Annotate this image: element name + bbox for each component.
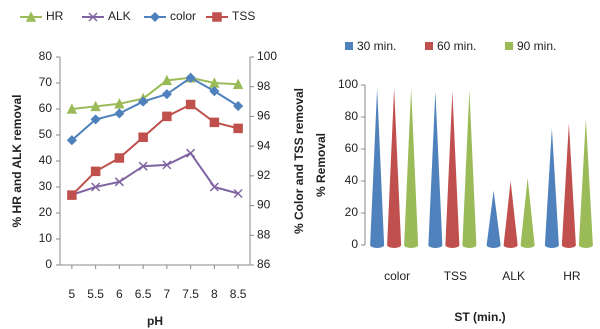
x-tick-label: ALK — [502, 269, 525, 283]
marker — [66, 135, 77, 146]
cone — [544, 128, 559, 249]
x-tick-label: 8 — [211, 287, 218, 301]
marker — [114, 177, 124, 187]
y-tick-label: 40 — [345, 173, 359, 187]
cone — [428, 91, 443, 249]
marker — [88, 12, 98, 22]
cone — [503, 181, 518, 249]
y2-tick-label: 98 — [257, 79, 271, 93]
x-tick-label: HR — [563, 269, 581, 283]
marker — [149, 11, 161, 23]
series-line — [71, 76, 239, 110]
y-tick-label: 0 — [45, 257, 52, 271]
y2-tick-label: 86 — [257, 257, 271, 271]
cone — [462, 89, 477, 249]
x-tick-label: TSS — [444, 269, 467, 283]
marker — [90, 114, 101, 125]
cone — [387, 88, 402, 249]
cone — [370, 88, 385, 249]
y-tick-label: 20 — [345, 205, 359, 219]
x-axis-label: pH — [147, 314, 163, 328]
legend-label: TSS — [232, 9, 255, 23]
marker — [91, 182, 101, 192]
y-tick-label: 80 — [39, 49, 53, 63]
y-axis-label: % Removal — [314, 133, 328, 197]
y2-axis-label: % Color and TSS removal — [292, 88, 306, 234]
cone — [404, 88, 419, 249]
x-tick-label: 5 — [69, 287, 76, 301]
marker — [114, 153, 125, 163]
y-axis-label: % HR and ALK removal — [10, 95, 24, 228]
y-tick-label: 70 — [39, 75, 53, 89]
legend-label: HR — [46, 9, 64, 23]
x-tick-label: 5.5 — [87, 287, 104, 301]
y2-tick-label: 96 — [257, 109, 271, 123]
y2-tick-label: 90 — [257, 198, 271, 212]
y-tick-label: 60 — [345, 141, 359, 155]
marker — [233, 188, 243, 199]
x-tick-label: 6 — [116, 287, 123, 301]
marker — [66, 103, 78, 114]
marker — [186, 148, 196, 158]
marker — [209, 77, 220, 88]
marker — [25, 11, 37, 22]
cone — [445, 91, 460, 248]
y-tick-label: 40 — [39, 153, 53, 167]
marker — [67, 190, 77, 200]
x-tick-label: 7 — [164, 287, 171, 301]
legend-label: color — [170, 9, 196, 23]
y2-tick-label: 88 — [257, 227, 271, 241]
x-tick-label: 6.5 — [135, 287, 152, 301]
x-tick-label: color — [384, 269, 410, 283]
cone — [520, 177, 535, 249]
marker — [90, 166, 101, 177]
y-tick-label: 20 — [39, 205, 53, 219]
marker — [185, 72, 196, 83]
y2-tick-label: 100 — [257, 49, 277, 63]
legend-swatch — [505, 42, 513, 50]
marker — [162, 111, 172, 122]
marker — [209, 117, 220, 128]
marker — [209, 86, 220, 97]
y-tick-label: 60 — [39, 101, 53, 115]
x-axis-label: ST (min.) — [454, 310, 505, 324]
marker — [90, 100, 101, 112]
marker — [161, 89, 172, 100]
marker — [138, 132, 148, 142]
marker — [233, 100, 244, 112]
y-tick-label: 30 — [39, 179, 53, 193]
series-line — [71, 151, 239, 196]
cone — [486, 190, 501, 249]
marker — [114, 108, 125, 119]
marker — [233, 123, 243, 134]
y2-tick-label: 94 — [257, 138, 271, 152]
y2-tick-label: 92 — [257, 168, 271, 182]
legend-label: 60 min. — [437, 39, 476, 53]
marker — [162, 160, 172, 170]
x-tick-label: 7.5 — [182, 287, 199, 301]
y-tick-label: 50 — [39, 127, 53, 141]
legend-label: 30 min. — [357, 39, 396, 53]
y-tick-label: 100 — [338, 77, 358, 91]
cone — [561, 123, 576, 249]
legend-label: 90 min. — [517, 39, 556, 53]
legend-swatch — [345, 42, 353, 50]
marker — [138, 96, 149, 107]
marker — [114, 98, 125, 109]
legend-label: ALK — [108, 9, 131, 23]
marker — [138, 161, 148, 171]
legend-swatch — [425, 42, 433, 50]
cone — [578, 118, 593, 249]
marker — [212, 12, 222, 22]
marker — [161, 74, 173, 86]
y-tick-label: 10 — [39, 231, 53, 245]
marker — [209, 182, 219, 192]
x-tick-label: 8.5 — [230, 287, 247, 301]
y-tick-label: 80 — [345, 109, 359, 123]
marker — [185, 99, 196, 110]
marker — [232, 78, 244, 90]
y-tick-label: 0 — [351, 237, 358, 251]
